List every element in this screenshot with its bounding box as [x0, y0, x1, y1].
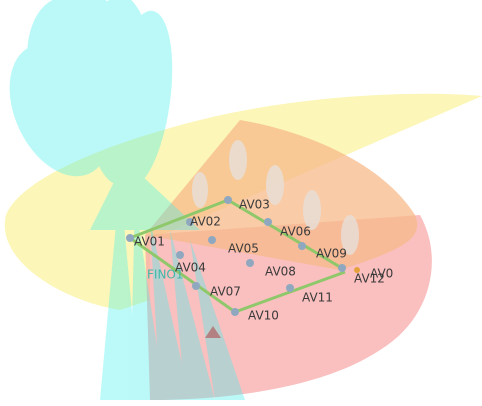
turbine-label: AV07 [210, 285, 241, 299]
turbine-label: AV08 [265, 265, 296, 279]
turbine-label: AV01 [134, 235, 165, 249]
turbine-label: FINO1 [147, 268, 184, 282]
turbine-label: AV11 [302, 291, 333, 305]
turbine-label: AV06 [280, 225, 311, 239]
turbine-label: AV10 [248, 309, 279, 323]
turbine-label: AV03 [239, 198, 270, 212]
turbine-label: AV09 [316, 247, 347, 261]
turbine-label: AV0 [370, 267, 393, 281]
turbine-label: AV05 [228, 242, 259, 256]
wind-farm-view: AV01AV02AV03AV04AV05AV06AV07AV08AV09AV10… [0, 0, 482, 406]
turbine-label: AV02 [190, 215, 221, 229]
